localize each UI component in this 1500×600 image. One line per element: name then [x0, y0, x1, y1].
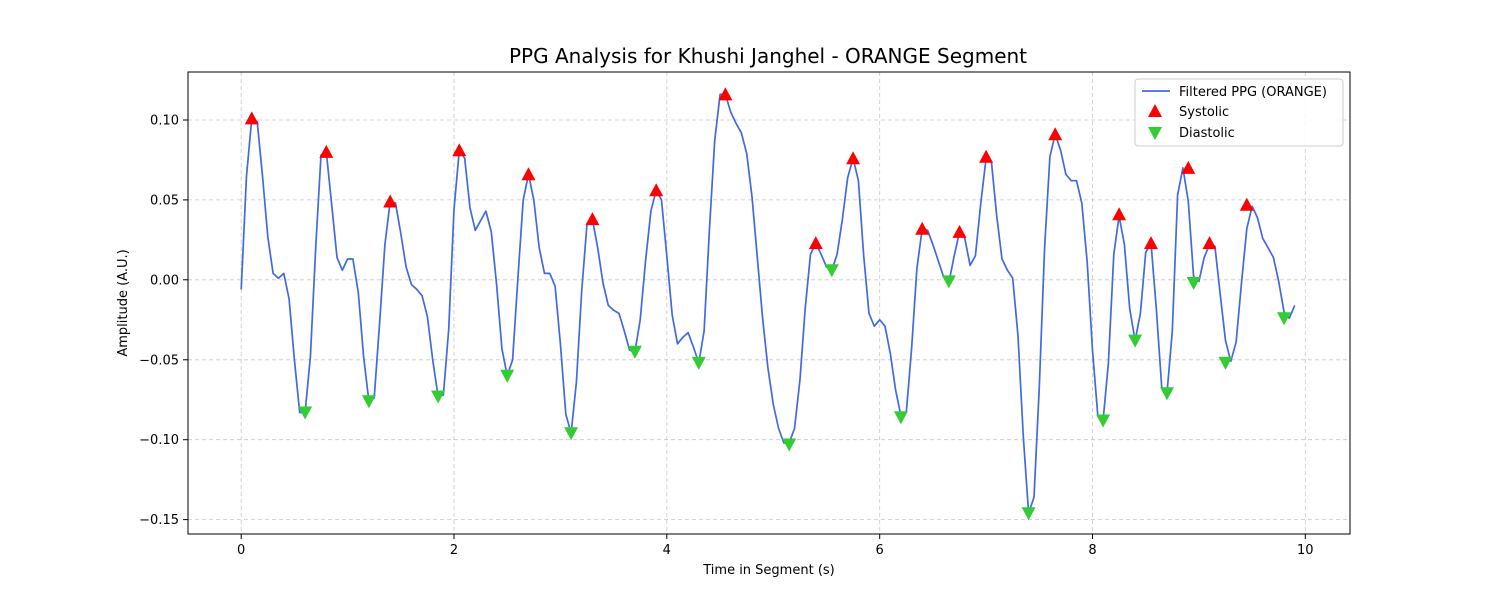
systolic-marker [1202, 236, 1217, 250]
systolic-marker [1112, 207, 1127, 221]
x-tick-label: 4 [663, 543, 671, 558]
systolic-marker [383, 194, 398, 208]
systolic-marker [244, 111, 259, 125]
diastolic-marker [1218, 356, 1233, 370]
y-tick-label: −0.15 [139, 513, 179, 528]
diastolic-marker [1277, 312, 1291, 326]
markers-layer [244, 87, 1291, 521]
systolic-marker [979, 149, 994, 163]
y-tick-label: −0.05 [139, 353, 179, 368]
x-tick-label: 2 [450, 543, 458, 558]
systolic-marker [846, 151, 861, 165]
systolic-marker [1239, 197, 1254, 211]
systolic-marker [1048, 127, 1063, 141]
x-tick-label: 8 [1088, 543, 1096, 558]
legend-diastolic-swatch [1148, 127, 1162, 140]
diastolic-marker [564, 427, 579, 441]
systolic-marker [452, 143, 467, 157]
legend-systolic-swatch [1148, 104, 1162, 117]
systolic-marker [718, 87, 733, 101]
x-tick-label: 10 [1297, 543, 1314, 558]
systolic-marker [1181, 160, 1196, 174]
diastolic-marker [691, 356, 706, 370]
y-tick-label: −0.10 [139, 433, 179, 448]
legend-label-filtered-ppg: Filtered PPG (ORANGE) [1179, 85, 1327, 100]
systolic-marker [808, 236, 823, 250]
systolic-marker [649, 183, 664, 197]
systolic-marker [319, 144, 334, 158]
diastolic-marker [941, 275, 956, 289]
diastolic-marker [627, 345, 642, 359]
systolic-marker [585, 212, 600, 226]
systolic-marker [1144, 236, 1158, 250]
x-tick-label: 0 [237, 543, 245, 558]
y-axis-label: Amplitude (A.U.) [116, 249, 131, 356]
systolic-marker [952, 224, 967, 238]
diastolic-marker [824, 264, 839, 278]
legend-label-systolic: Systolic [1179, 105, 1229, 120]
x-tick-label: 6 [876, 543, 884, 558]
y-tick-label: 0.10 [150, 114, 179, 129]
diastolic-marker [361, 395, 376, 409]
plot-frame [187, 71, 1351, 535]
chart-title: PPG Analysis for Khushi Janghel - ORANGE… [509, 44, 1027, 68]
diastolic-marker [1021, 507, 1036, 521]
diastolic-marker [1096, 414, 1111, 428]
diastolic-marker [1128, 334, 1143, 348]
diastolic-marker [782, 438, 797, 452]
systolic-marker [915, 221, 930, 235]
x-axis-label: Time in Segment (s) [702, 563, 834, 578]
axis-ticks: 0 2 4 6 8 10 −0.15 −0.10 −0.05 0.00 0.05 0.10 [139, 114, 1313, 559]
legend: Filtered PPG (ORANGE) Systolic Diastolic [1134, 78, 1344, 147]
y-tick-label: 0.05 [150, 193, 179, 208]
diastolic-marker [1160, 387, 1174, 401]
diastolic-marker [298, 406, 313, 420]
diastolic-marker [500, 369, 515, 383]
y-tick-label: 0.00 [150, 273, 179, 288]
diastolic-marker [1186, 277, 1201, 290]
diastolic-marker [431, 390, 446, 404]
legend-label-diastolic: Diastolic [1179, 126, 1235, 141]
systolic-marker [521, 167, 536, 181]
diastolic-marker [893, 411, 908, 425]
legend-frame [1134, 78, 1344, 147]
